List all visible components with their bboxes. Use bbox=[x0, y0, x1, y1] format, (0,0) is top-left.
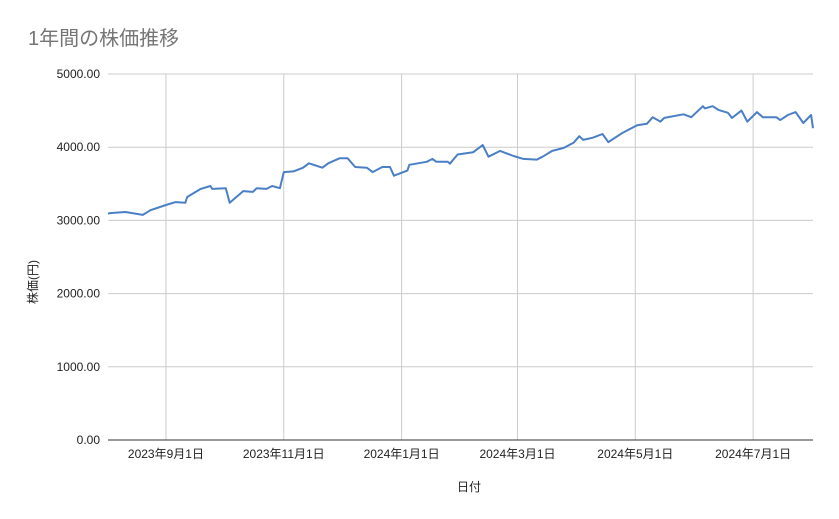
x-tick-label: 2024年3月1日 bbox=[479, 447, 555, 461]
y-tick-label: 4000.00 bbox=[57, 140, 101, 154]
series-line-stock-price bbox=[107, 105, 814, 216]
x-tick-label: 2024年1月1日 bbox=[364, 447, 440, 461]
y-tick-label: 1000.00 bbox=[57, 360, 101, 374]
y-tick-label: 5000.00 bbox=[57, 67, 101, 81]
y-axis-ticks: 0.00 1000.00 2000.00 3000.00 4000.00 5000.00 bbox=[57, 67, 101, 447]
y-tick-label: 2000.00 bbox=[57, 287, 101, 301]
y-tick-label: 0.00 bbox=[77, 433, 101, 447]
x-tick-label: 2023年9月1日 bbox=[128, 447, 204, 461]
x-axis-ticks: 2023年9月1日 2023年11月1日 2024年1月1日 2024年3月1日 202… bbox=[128, 447, 791, 461]
chart-title: 1年間の株価推移 bbox=[28, 27, 179, 50]
x-tick-label: 2023年11月1日 bbox=[243, 447, 325, 461]
x-tick-label: 2024年5月1日 bbox=[597, 447, 673, 461]
y-tick-label: 3000.00 bbox=[57, 213, 101, 227]
x-tick-label: 2024年7月1日 bbox=[715, 447, 791, 461]
y-axis-title: 株価(円) bbox=[25, 260, 40, 304]
gridlines bbox=[108, 73, 813, 440]
x-axis-title: 日付 bbox=[457, 480, 481, 494]
